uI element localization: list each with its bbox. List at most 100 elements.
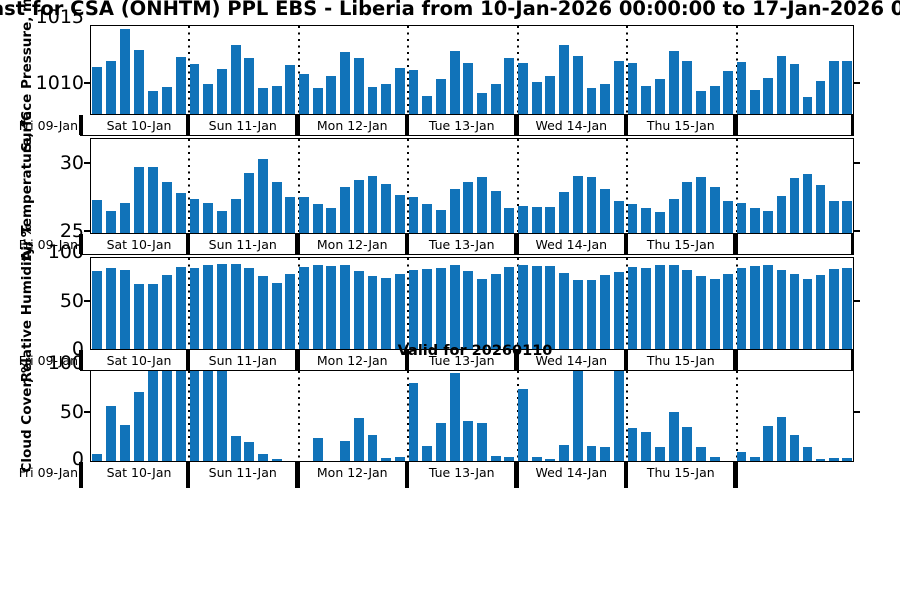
day-boundary-gridline	[735, 371, 738, 461]
bar	[613, 60, 624, 114]
x-day-label: Sat 10-Jan	[106, 118, 172, 133]
bar	[776, 55, 786, 114]
x-day-label: Thu 15-Jan	[646, 465, 715, 480]
bar	[586, 280, 597, 349]
bar	[119, 270, 130, 349]
day-boundary-gridline	[626, 258, 628, 349]
bar	[216, 371, 227, 461]
bar	[842, 201, 852, 233]
bar	[422, 269, 433, 349]
bar	[326, 208, 337, 233]
bar	[244, 442, 255, 461]
bar	[175, 371, 186, 461]
bar	[449, 265, 460, 349]
bar	[340, 441, 351, 461]
bar	[340, 186, 351, 233]
bar	[91, 454, 102, 461]
bar	[133, 167, 144, 233]
bar	[147, 90, 158, 114]
x-day-label: Sat 10-Jan	[106, 353, 172, 368]
x-day-label: Sun 11-Jan	[208, 237, 277, 252]
bar	[842, 268, 852, 349]
bar	[829, 60, 839, 114]
bar	[244, 58, 255, 114]
bar	[161, 182, 172, 233]
bar	[696, 176, 706, 233]
x-day-label: Thu 15-Jan	[646, 353, 715, 368]
day-boundary-tick	[404, 462, 410, 488]
bar	[353, 418, 364, 461]
y-tick-mark	[853, 230, 860, 232]
bar	[613, 201, 624, 233]
bar	[723, 274, 734, 349]
bar	[518, 265, 528, 349]
bar	[641, 268, 652, 349]
bar	[531, 206, 542, 233]
bar	[133, 49, 144, 114]
bar	[696, 447, 706, 461]
x-day-label: Mon 12-Jan	[316, 118, 388, 133]
bar	[422, 95, 433, 114]
bar	[477, 176, 487, 233]
bar	[203, 202, 214, 233]
bar	[299, 73, 309, 114]
bar	[449, 50, 460, 114]
bar	[490, 456, 501, 461]
bar	[312, 265, 323, 349]
bar	[285, 274, 296, 349]
bar	[367, 175, 378, 233]
bar	[654, 78, 665, 114]
y-tick-mark	[83, 82, 90, 84]
bar	[627, 428, 638, 461]
day-boundary-gridline	[735, 139, 738, 233]
bar	[737, 61, 747, 114]
bar	[147, 167, 158, 233]
bar	[750, 265, 760, 349]
bar	[463, 421, 474, 461]
bar	[641, 86, 652, 114]
day-boundary-tick	[78, 234, 84, 254]
bar	[600, 447, 611, 461]
bar	[504, 208, 515, 233]
bar	[842, 60, 852, 114]
day-boundary-gridline	[735, 258, 738, 349]
x-day-label: Thu 15-Jan	[646, 118, 715, 133]
day-boundary-tick	[295, 350, 300, 370]
bar	[119, 425, 130, 461]
bar	[641, 208, 652, 233]
bar	[203, 265, 214, 349]
bar	[723, 71, 734, 114]
bar	[244, 172, 255, 233]
bar	[394, 67, 405, 114]
day-boundary-gridline	[407, 371, 409, 461]
bar	[105, 60, 116, 114]
day-boundary-tick	[733, 115, 738, 135]
bar	[490, 274, 501, 349]
bar	[230, 263, 241, 349]
y-tick-mark	[853, 162, 860, 164]
bar	[816, 81, 826, 114]
bar	[802, 96, 813, 114]
bar	[477, 279, 487, 349]
bar	[285, 197, 296, 233]
day-label-row	[80, 234, 854, 255]
bar	[367, 87, 378, 114]
bar	[750, 208, 760, 233]
bar	[572, 280, 583, 349]
y-tick-mark	[83, 230, 90, 232]
bar	[353, 271, 364, 349]
bar	[271, 86, 282, 114]
bar	[613, 272, 624, 349]
day-boundary-tick	[404, 350, 410, 370]
bar	[367, 435, 378, 461]
day-boundary-gridline	[407, 139, 409, 233]
bar	[299, 197, 309, 233]
x-day-label: Sat 10-Jan	[106, 465, 172, 480]
bar	[326, 76, 337, 114]
valid-for-annotation: Valid for 20260110	[397, 343, 553, 359]
day-boundary-tick	[733, 350, 738, 370]
bar	[91, 271, 102, 349]
x-day-label: Wed 14-Jan	[535, 237, 608, 252]
bar	[709, 279, 720, 349]
bar	[394, 194, 405, 233]
